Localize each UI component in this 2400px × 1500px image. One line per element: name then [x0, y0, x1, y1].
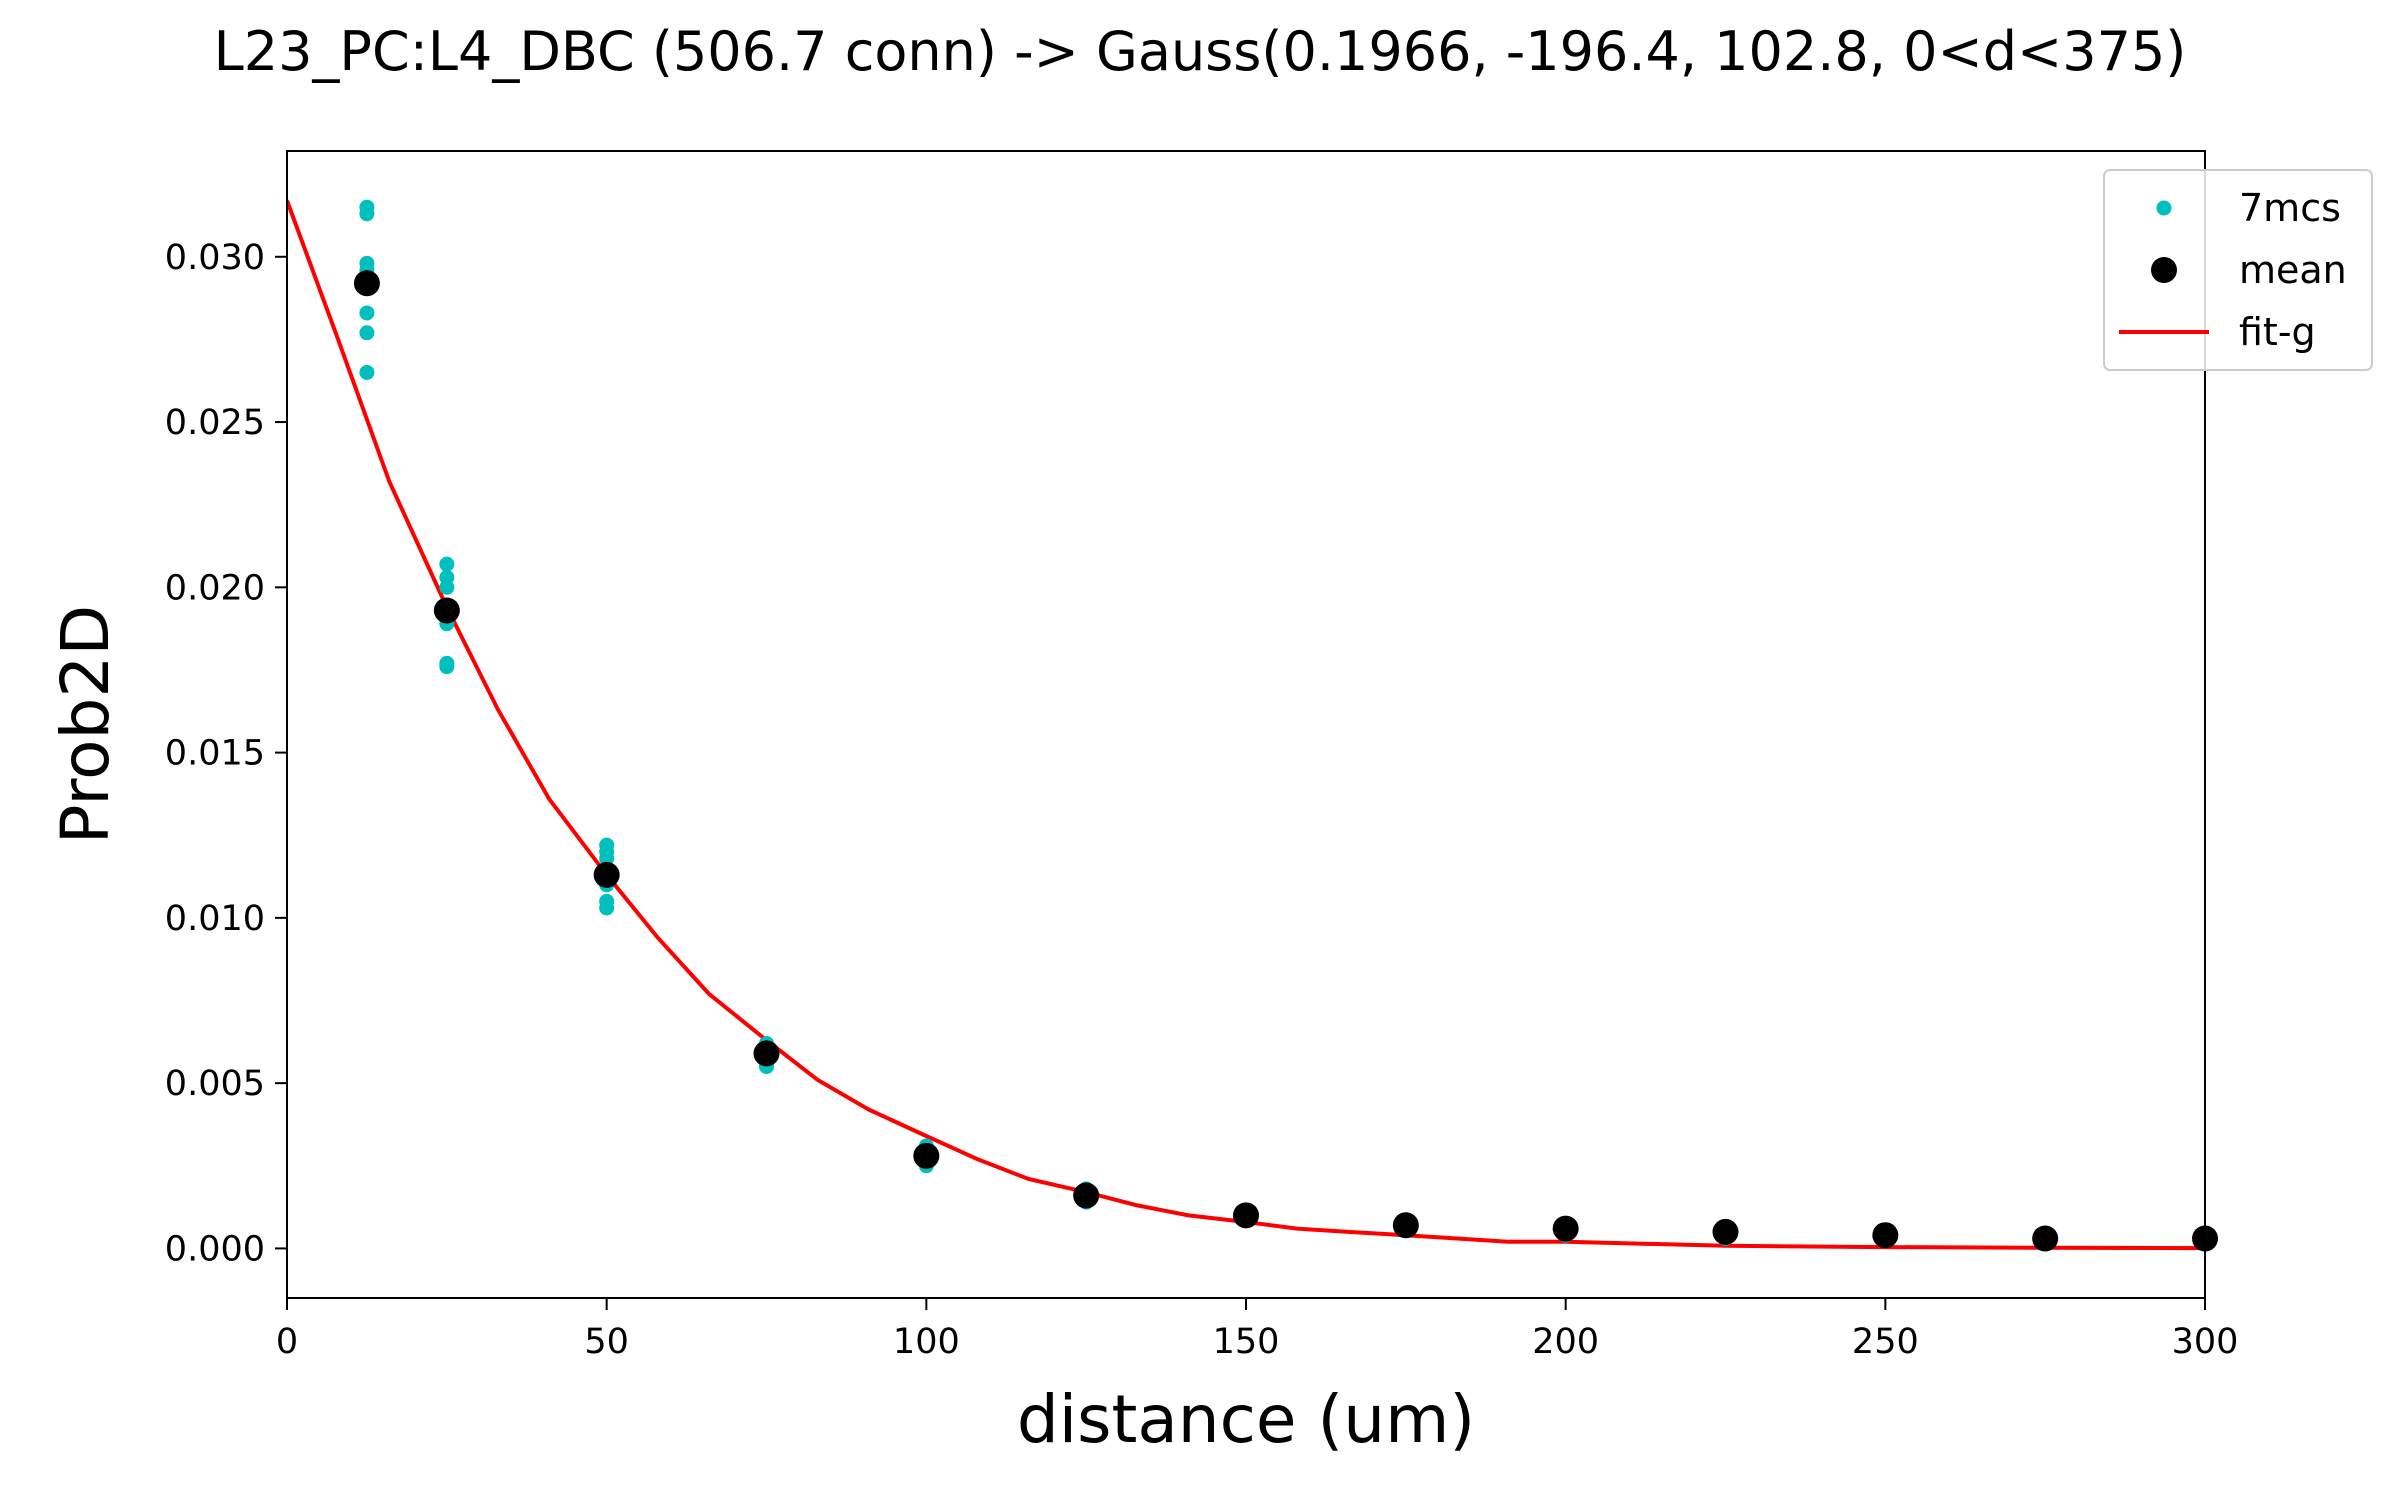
x-axis-label: distance (um)	[1017, 1381, 1475, 1458]
mean-point	[593, 861, 620, 888]
sample-point	[439, 659, 455, 675]
legend-label: 7mcs	[2239, 186, 2341, 230]
y-tick-label: 0.005	[165, 1064, 265, 1104]
mean-points-layer	[353, 270, 2218, 1252]
mean-point	[753, 1040, 780, 1067]
fit-line-layer	[287, 199, 2205, 1251]
x-tick-label: 50	[584, 1322, 629, 1362]
x-axis: 0 50 100 150 200 250 300	[276, 1298, 2239, 1362]
legend-label: mean	[2239, 248, 2347, 292]
sample-point	[359, 364, 375, 380]
sample-point	[599, 900, 615, 916]
x-tick-label: 150	[1213, 1322, 1280, 1362]
mean-point	[1552, 1215, 1579, 1242]
y-axis-label: Prob2D	[47, 605, 124, 844]
mean-point	[913, 1142, 940, 1169]
sample-point	[439, 556, 455, 572]
mean-point	[1712, 1218, 1739, 1245]
sample-point	[439, 579, 455, 595]
sample-point	[359, 206, 375, 222]
x-tick-label: 100	[893, 1322, 960, 1362]
mean-point	[1073, 1182, 1100, 1209]
x-tick-label: 300	[2172, 1322, 2239, 1362]
mean-point	[2032, 1225, 2059, 1252]
sample-point	[599, 850, 615, 866]
sample-point	[359, 325, 375, 341]
fit-g-line	[287, 199, 2205, 1251]
mean-point	[1872, 1222, 1899, 1249]
chart-title: L23_PC:L4_DBC (506.7 conn) -> Gauss(0.19…	[214, 20, 2187, 83]
x-tick-label: 200	[1532, 1322, 1599, 1362]
mean-point	[1233, 1202, 1259, 1229]
x-tick-label: 0	[276, 1322, 298, 1362]
x-tick-label: 250	[1852, 1322, 1919, 1362]
y-tick-label: 0.015	[165, 734, 265, 774]
y-tick-label: 0.020	[165, 568, 265, 608]
y-tick-label: 0.025	[165, 403, 265, 443]
y-tick-label: 0.010	[165, 899, 265, 939]
mean-point	[433, 597, 460, 624]
y-tick-label: 0.000	[165, 1229, 265, 1269]
legend-box	[2103, 169, 2373, 371]
legend: 7mcs mean fit-g	[2103, 169, 2373, 371]
y-tick-label: 0.030	[165, 238, 265, 278]
legend-mean-swatch	[2151, 257, 2177, 283]
sample-point	[359, 305, 375, 321]
mean-point	[353, 270, 380, 297]
mean-point	[1392, 1212, 1419, 1239]
legend-label: fit-g	[2239, 310, 2316, 354]
legend-sample-swatch	[2156, 200, 2172, 216]
y-axis: 0.000 0.005 0.010 0.015 0.020 0.025 0.030	[165, 238, 287, 1269]
